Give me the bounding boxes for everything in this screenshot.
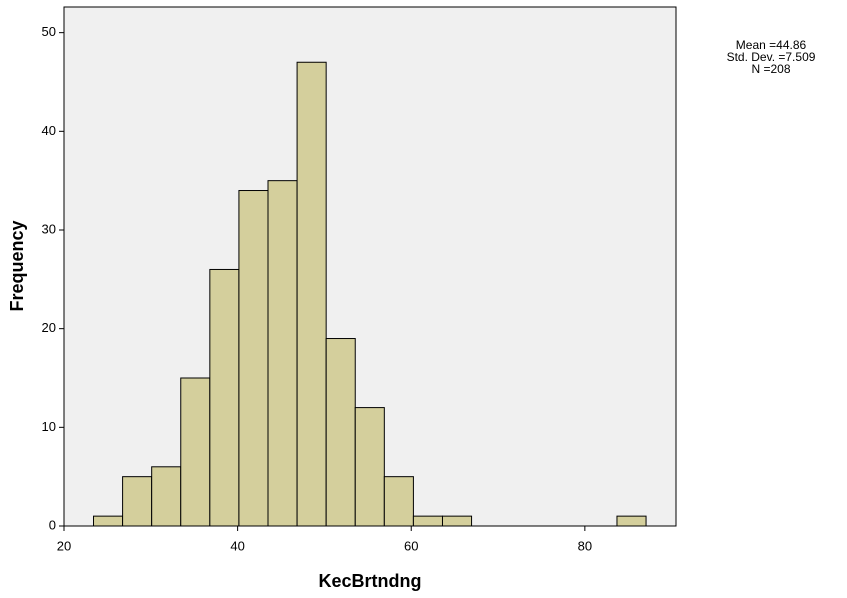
y-tick-label: 20 [42,320,56,335]
bar [412,515,443,527]
bar [616,515,647,527]
bar [238,190,269,527]
y-tick-label: 0 [49,517,56,532]
x-tick-label: 40 [230,538,244,553]
stats-annotation: N =208 [751,62,790,76]
stats-annotation: Mean =44.86 [736,38,807,52]
y-tick-label: 50 [42,24,56,39]
y-axis-title: Frequency [7,220,27,311]
bar [354,407,385,527]
y-tick-label: 10 [42,419,56,434]
bar [209,268,240,527]
y-tick-label: 40 [42,123,56,138]
y-tick-label: 30 [42,221,56,236]
x-axis-title: KecBrtndng [319,571,422,591]
x-tick-label: 20 [57,538,71,553]
bar [325,338,356,527]
bar [180,377,211,527]
bar [151,466,182,527]
bar [122,476,153,527]
x-tick-label: 80 [578,538,592,553]
stats-annotation: Std. Dev. =7.509 [727,50,816,64]
bar [441,515,473,527]
bar [267,180,298,527]
bar [383,476,414,527]
bar [93,515,124,527]
x-tick-label: 60 [404,538,418,553]
bar [296,61,327,527]
